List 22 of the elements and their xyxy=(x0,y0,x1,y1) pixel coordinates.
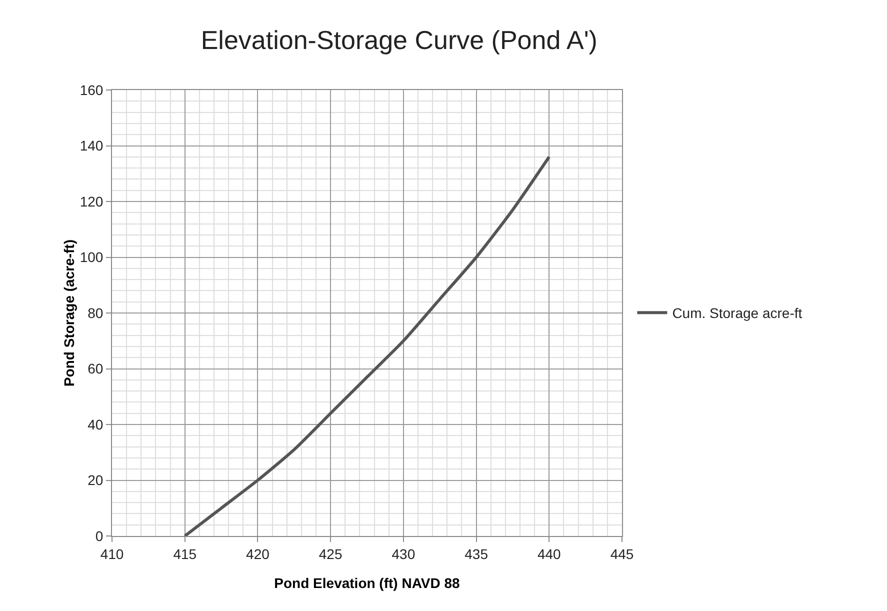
x-tick-label: 440 xyxy=(537,546,562,562)
legend-label: Cum. Storage acre-ft xyxy=(672,305,802,322)
y-tick-label: 80 xyxy=(88,304,104,321)
x-tick-label: 435 xyxy=(464,546,488,562)
y-tick-label: 0 xyxy=(95,528,104,544)
y-axis-title: Pond Storage (acre-ft) xyxy=(61,239,77,387)
chart-title: Elevation-Storage Curve (Pond A') xyxy=(200,24,598,55)
y-tick-label: 60 xyxy=(88,360,104,377)
x-tick-label: 430 xyxy=(392,546,416,562)
x-tick-label: 420 xyxy=(246,546,270,562)
y-tick-label: 140 xyxy=(80,138,104,154)
y-tick-label: 20 xyxy=(88,472,104,488)
y-tick-label: 100 xyxy=(80,249,104,266)
y-tick-label: 120 xyxy=(80,193,104,210)
x-tick-label: 425 xyxy=(318,546,342,562)
x-tick-label: 415 xyxy=(173,546,197,562)
y-tick-label: 160 xyxy=(80,82,104,98)
x-tick-label: 410 xyxy=(100,546,124,562)
x-tick-label: 445 xyxy=(610,546,634,562)
line-series xyxy=(183,155,551,536)
y-tick-label: 40 xyxy=(88,416,104,432)
x-axis-title: Pond Elevation (ft) NAVD 88 xyxy=(274,575,460,591)
